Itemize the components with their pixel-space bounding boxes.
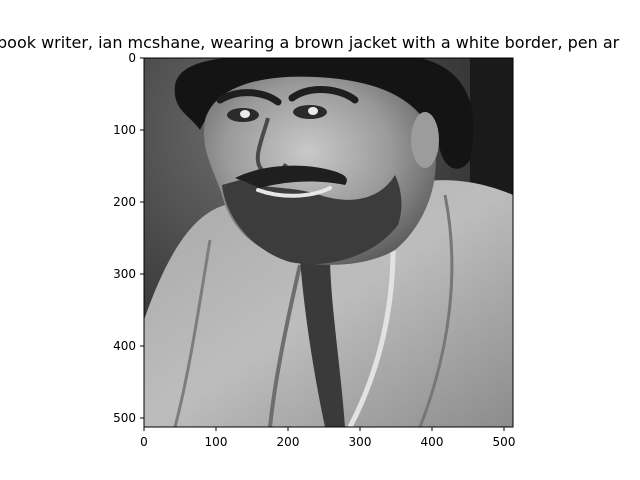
y-axis: 0 100 200 300 400 500 xyxy=(113,51,144,425)
x-tick-label: 500 xyxy=(493,435,516,449)
y-tick-label: 300 xyxy=(113,267,136,281)
x-axis: 0 100 200 300 400 500 xyxy=(140,427,515,449)
portrait-image xyxy=(144,58,513,427)
x-tick-label: 0 xyxy=(140,435,148,449)
y-tick-label: 100 xyxy=(113,123,136,137)
x-tick-label: 200 xyxy=(277,435,300,449)
x-tick-label: 300 xyxy=(349,435,372,449)
x-tick-label: 400 xyxy=(421,435,444,449)
x-tick-label: 100 xyxy=(205,435,228,449)
y-tick-label: 200 xyxy=(113,195,136,209)
y-tick-label: 0 xyxy=(128,51,136,65)
y-tick-label: 400 xyxy=(113,339,136,353)
figure-title: book writer, ian mcshane, wearing a brow… xyxy=(0,33,640,53)
y-tick-label: 500 xyxy=(113,411,136,425)
figure-title-text: book writer, ian mcshane, wearing a brow… xyxy=(0,33,620,52)
axes-frame xyxy=(143,57,514,428)
